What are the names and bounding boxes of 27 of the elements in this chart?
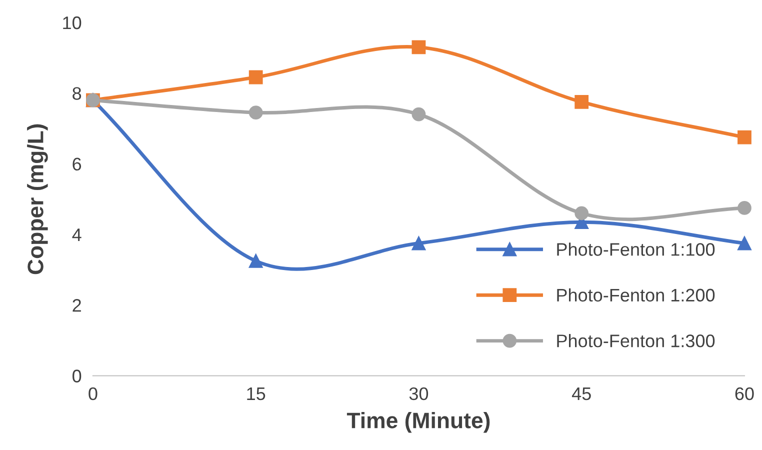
x-tick-label: 60 <box>735 387 754 400</box>
point <box>412 40 426 54</box>
point <box>248 106 263 120</box>
y-tick-label: 2 <box>72 299 81 312</box>
x-axis-title: Time (Minute) <box>346 412 490 433</box>
legend-label: Photo-Fenton 1:300 <box>557 334 715 348</box>
y-tick-label: 10 <box>63 16 82 30</box>
point <box>738 201 752 215</box>
x-tick-label: 30 <box>409 387 428 400</box>
legend-label: Photo-Fenton 1:200 <box>557 288 715 302</box>
x-tick-label: 45 <box>572 388 591 400</box>
y-axis-title: Copper (mg/L) <box>27 124 48 274</box>
point <box>574 206 589 220</box>
point <box>248 70 263 84</box>
x-tick-label: 0 <box>88 387 98 400</box>
point <box>412 107 426 122</box>
x-tick-label: 15 <box>247 388 266 400</box>
point <box>738 236 752 250</box>
y-tick-label: 4 <box>72 228 82 241</box>
y-tick-label: 6 <box>72 158 82 171</box>
point <box>412 236 426 250</box>
point <box>248 254 263 268</box>
point <box>738 130 752 144</box>
y-tick-label: 8 <box>72 87 82 100</box>
point <box>574 95 589 109</box>
y-tick-label: 0 <box>72 370 82 382</box>
legend-label: Photo-Fenton 1:100 <box>557 242 715 256</box>
